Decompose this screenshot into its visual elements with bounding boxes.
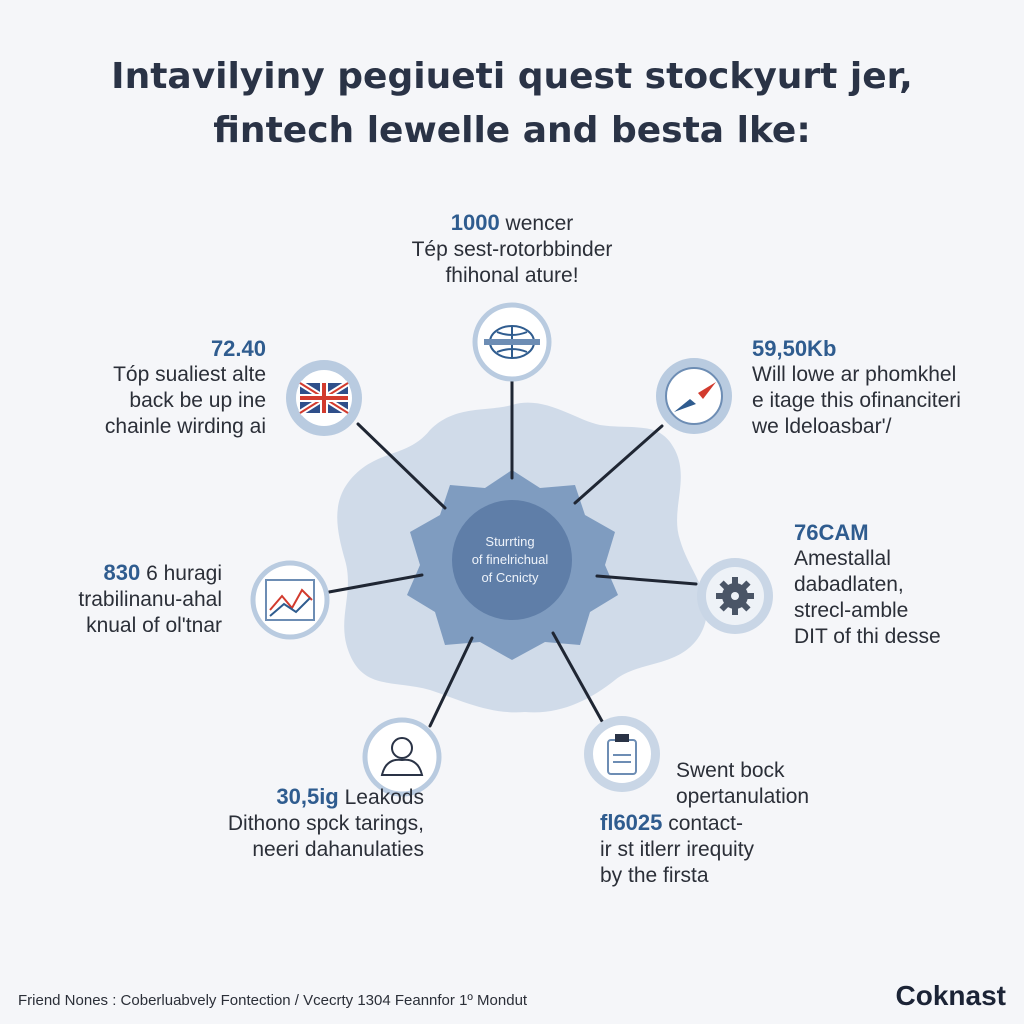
- node-number: 76CAM: [794, 520, 869, 545]
- node-text-top-right: 59,50Kb Will lowe ar phomkhel e itage th…: [752, 336, 1002, 440]
- hub-circle: [452, 500, 572, 620]
- node-number: 30,5ig: [276, 784, 339, 809]
- node-bottom-left: [362, 717, 442, 797]
- node-line: Dithono spck tarings,: [227, 812, 424, 835]
- node-line: strecl-amble: [794, 599, 909, 622]
- title-line-2: fintech lewelle and besta lke:: [213, 110, 811, 151]
- node-line: Tép sest-rotorbbinder: [411, 238, 613, 261]
- connector-right: [595, 574, 698, 586]
- hub-line-1: Sturrting: [485, 534, 535, 549]
- node-line: Amestallal: [794, 547, 891, 570]
- node-text-bottom-left: 30,5ig Leakods Dithono spck tarings, nee…: [150, 784, 424, 863]
- node-line: Will lowe ar phomkhel: [752, 363, 957, 386]
- node-text-top: 1000 wencer Tép sest-rotorbbinder fhihon…: [352, 210, 672, 289]
- node-line: we ldeloasbar'/: [752, 415, 892, 438]
- node-right: [697, 558, 773, 634]
- connectors: [327, 376, 698, 728]
- node-line: by the firsta: [600, 864, 709, 887]
- person-icon: [380, 737, 424, 776]
- node-line: neeri dahanulaties: [252, 838, 424, 861]
- node-top: [472, 302, 552, 382]
- flag-icon: [298, 380, 350, 416]
- hub-line-3: of Ccnicty: [481, 570, 539, 585]
- node-line: contact-: [668, 812, 743, 835]
- connector-top-left: [356, 422, 447, 510]
- connector-top-right: [573, 424, 664, 505]
- node-number: 72.40: [210, 336, 266, 361]
- node-line: trabilinanu-ahal: [78, 588, 222, 611]
- node-number: 830: [103, 560, 141, 585]
- gear-icon: [716, 577, 754, 615]
- brand-logo: Coknast: [895, 980, 1006, 1011]
- connector-left: [327, 573, 424, 594]
- connector-bottom-left: [428, 636, 474, 728]
- node-line: chainle wirding ai: [104, 415, 266, 438]
- node-line: DIT of thi desse: [794, 625, 941, 648]
- node-line: opertanulation: [676, 785, 810, 808]
- globe-icon: [484, 325, 540, 359]
- node-line: ir st itlerr irequity: [600, 838, 755, 861]
- node-number: 1000: [450, 210, 500, 235]
- node-text-bottom-right: Swent bock opertanulation fl6025 contact…: [600, 758, 860, 889]
- node-line: 6 huragi: [146, 562, 222, 585]
- node-text-left: 830 6 huragi trabilinanu-ahal knual of o…: [40, 560, 222, 639]
- chart-icon: [265, 579, 315, 621]
- node-line: Swent bock: [676, 759, 785, 782]
- node-line: Leakods: [344, 786, 424, 809]
- node-line: e itage this ofinanciteri: [752, 389, 961, 412]
- node-line: knual of ol'tnar: [86, 614, 222, 637]
- footer-note: Friend Nones : Coberluabvely Fontection …: [18, 992, 528, 1009]
- document-icon: [607, 734, 637, 775]
- node-top-right: [656, 358, 732, 434]
- node-number: fl6025: [600, 810, 663, 835]
- connector-bottom-right: [551, 631, 605, 725]
- node-line: dabadlaten,: [794, 573, 904, 596]
- title-line-1: Intavilyiny pegiueti quest stockyurt jer…: [111, 56, 913, 97]
- hub-line-2: of finelrichual: [471, 552, 549, 567]
- node-text-top-left: 72.40 Tóp sualiest alte back be up ine c…: [60, 336, 266, 440]
- node-line: Tóp sualiest alte: [113, 363, 266, 386]
- node-line: back be up ine: [129, 389, 266, 412]
- node-line: fhihonal ature!: [445, 264, 579, 287]
- node-top-left: [286, 360, 362, 436]
- hub-label: Sturrting of finelrichual of Ccnicty: [440, 533, 580, 587]
- node-left: [250, 560, 330, 640]
- node-bottom-right: [584, 716, 660, 792]
- node-number: 59,50Kb: [752, 336, 837, 361]
- compass-icon: [674, 382, 716, 412]
- node-text-right: 76CAM Amestallal dabadlaten, strecl-ambl…: [794, 520, 994, 650]
- page-title: Intavilyiny pegiueti quest stockyurt jer…: [40, 50, 984, 158]
- node-line: wencer: [505, 212, 574, 235]
